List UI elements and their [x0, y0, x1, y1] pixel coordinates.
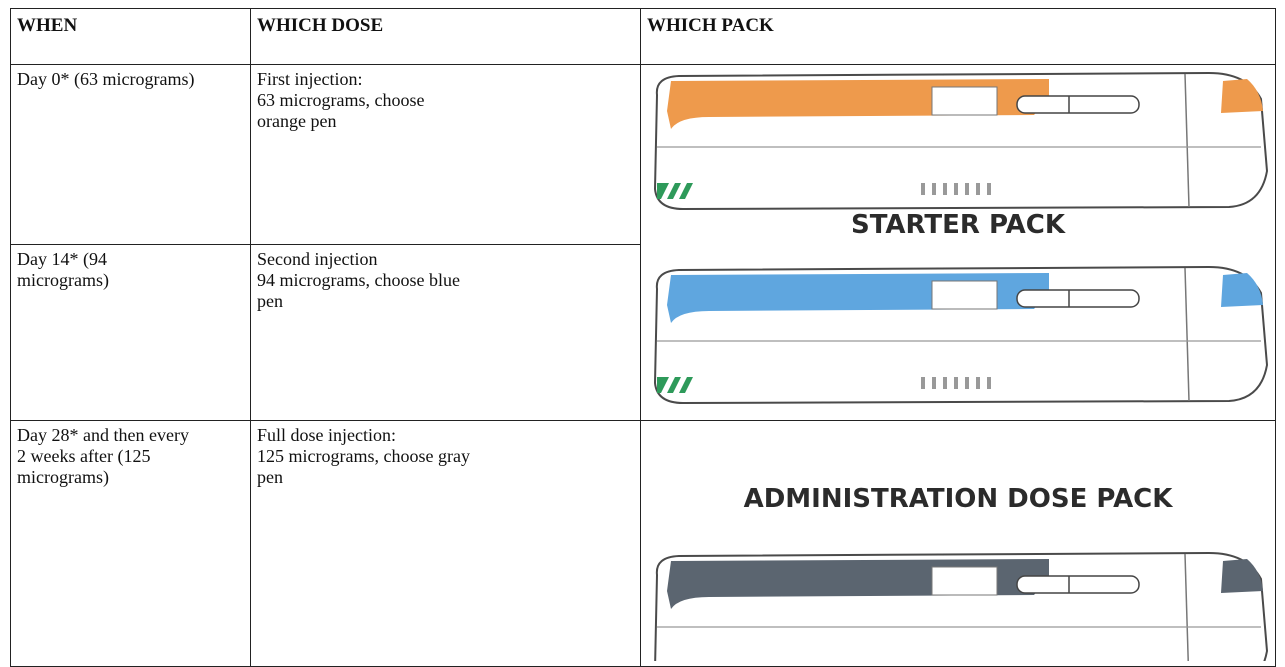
- dose-text: 63 micrograms, choose orange pen: [257, 90, 425, 131]
- page: WHEN WHICH DOSE WHICH PACK Day 0* (63 mi…: [10, 8, 1276, 667]
- pen-cap: [1221, 79, 1263, 113]
- pen-tick: [965, 183, 969, 195]
- pen-cap: [1221, 559, 1263, 593]
- pen-tick: [932, 183, 936, 195]
- starter-pack-image: STARTER PACK: [653, 71, 1269, 405]
- cell: Full dose injection: 125 micrograms, choo…: [250, 420, 641, 667]
- pen-stripe-gap: [661, 377, 687, 393]
- row: Day 14* (94 micrograms) Second injection…: [10, 243, 1276, 421]
- dose-text: 94 micrograms, choose blue pen: [257, 269, 460, 311]
- pen-tick: [965, 377, 969, 389]
- pen-slot: [1016, 95, 1140, 114]
- pen-slot: [1016, 289, 1140, 308]
- cell: First injection: 63 micrograms, choose or…: [250, 64, 641, 245]
- dose-title: Second injection: [257, 248, 378, 269]
- header-cell: WHICH DOSE: [250, 8, 641, 65]
- dose-title: First injection:: [257, 69, 363, 89]
- dose-text: 125 micrograms, choose gray pen: [257, 446, 470, 487]
- pen-cap: [1221, 273, 1263, 307]
- pen-tick: [976, 183, 980, 195]
- cell: Day 28* and then every 2 weeks after (12…: [10, 420, 251, 667]
- pen-window: [931, 566, 998, 596]
- header-row: WHEN WHICH DOSE WHICH PACK: [10, 8, 1276, 65]
- header-cell: WHEN: [10, 8, 251, 65]
- pen-tick: [932, 377, 936, 389]
- pen-window: [931, 86, 998, 116]
- administration-pack-image: ADMINISTRATION DOSE PACK: [654, 484, 1269, 667]
- pen-tick: [943, 183, 947, 195]
- cell: Day 14* (94 micrograms): [10, 243, 251, 421]
- pen-window: [931, 280, 998, 310]
- when-text: Day 14* (94 micrograms): [17, 248, 109, 290]
- pen-slot: [1016, 575, 1140, 594]
- dose-table: WHEN WHICH DOSE WHICH PACK Day 0* (63 mi…: [10, 8, 1276, 667]
- pen-tick: [987, 377, 991, 389]
- pen: [654, 551, 1269, 667]
- pen-seam: [1184, 73, 1190, 208]
- row: Day 28* and then every 2 weeks after (12…: [10, 420, 1276, 667]
- pen: [653, 265, 1269, 405]
- pen-tick: [954, 183, 958, 195]
- cell: ADMINISTRATION DOSE PACK: [640, 420, 1276, 667]
- cell: Second injection 94 micrograms, choose bl…: [250, 243, 641, 421]
- dose-title: Full dose injection:: [257, 425, 396, 445]
- pen-tick: [987, 183, 991, 195]
- pen-tick: [976, 377, 980, 389]
- when-text: Day 0* (63 micrograms): [17, 69, 195, 89]
- row: Day 0* (63 micrograms) First injection: 6…: [10, 64, 1276, 421]
- when-text: Day 28* and then every 2 weeks after (12…: [17, 425, 189, 487]
- pen-tick: [921, 377, 925, 389]
- cell: STARTER PACK: [640, 64, 1276, 421]
- pen-stripe-gap: [661, 183, 687, 199]
- pack-label: STARTER PACK: [851, 210, 1066, 240]
- cell: Day 0* (63 micrograms): [10, 64, 251, 245]
- pen-tick: [943, 377, 947, 389]
- pen-tick: [954, 377, 958, 389]
- header-cell: WHICH PACK: [640, 8, 1276, 65]
- pen-tick: [921, 183, 925, 195]
- pen: [653, 71, 1269, 211]
- pen-seam: [1184, 267, 1190, 402]
- pack-label: ADMINISTRATION DOSE PACK: [744, 484, 1174, 514]
